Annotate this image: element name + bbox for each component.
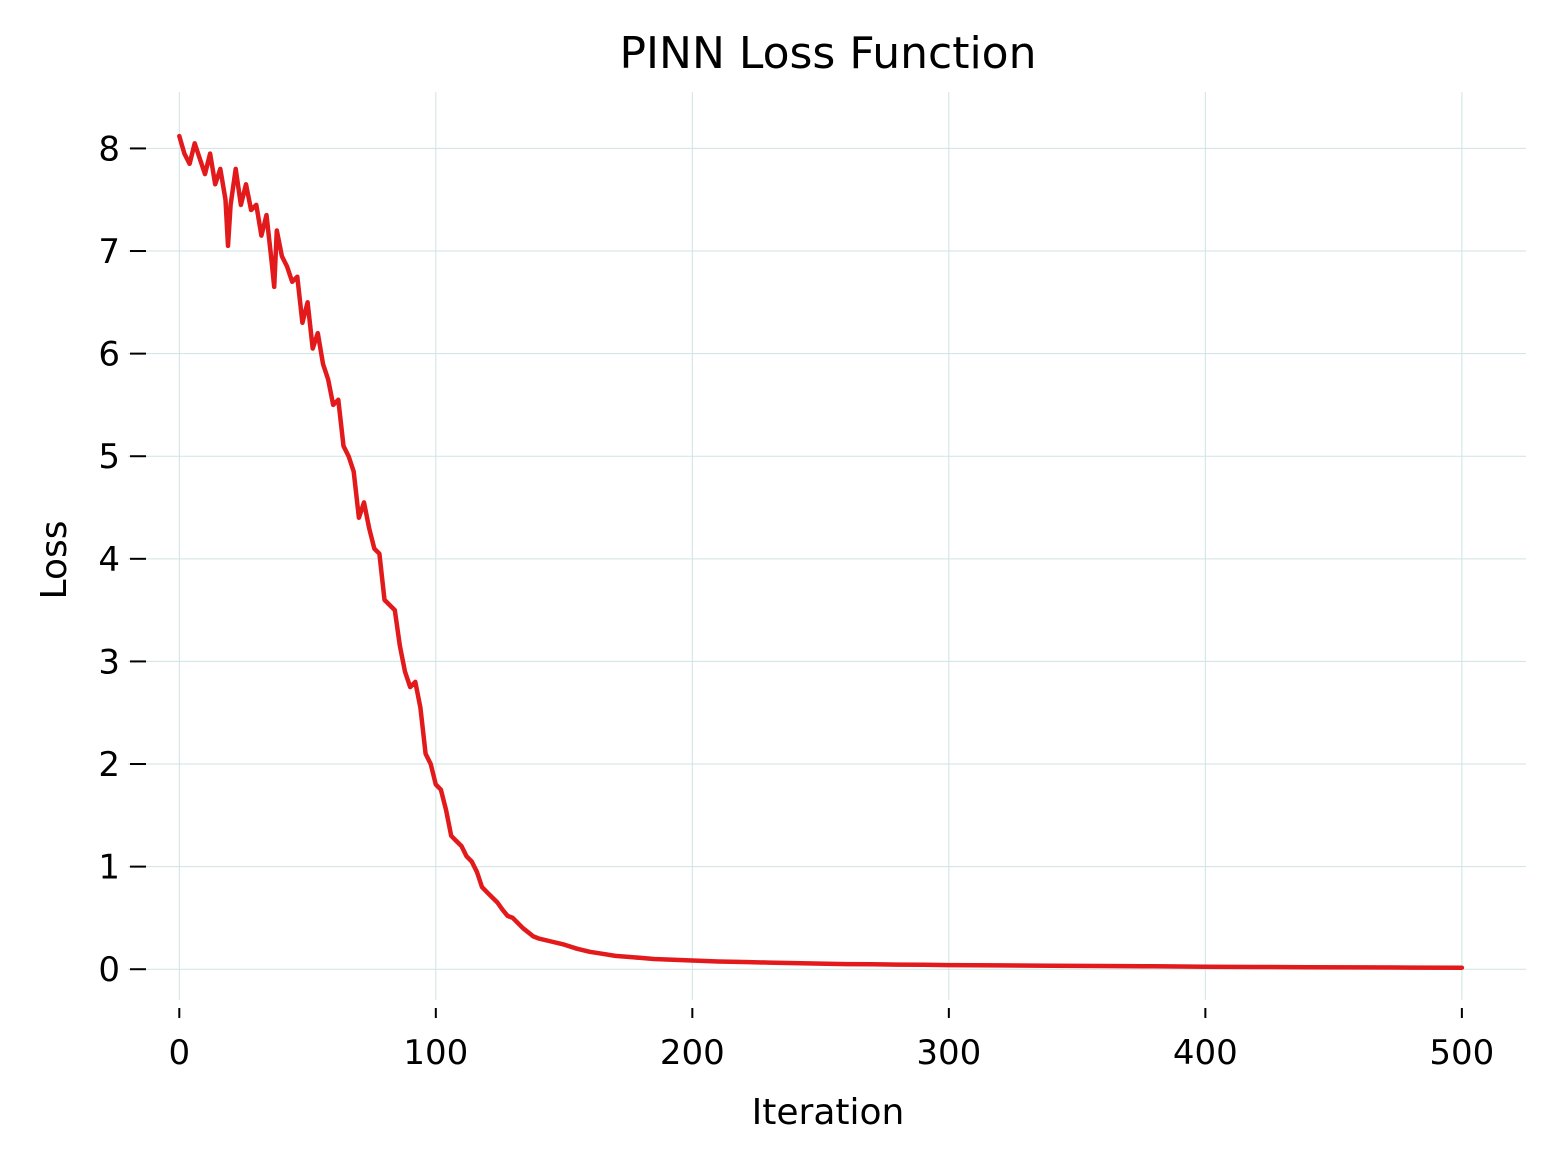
x-tick-label: 300 bbox=[916, 1033, 981, 1073]
plot-area bbox=[177, 133, 1465, 970]
x-tick-label: 200 bbox=[660, 1033, 725, 1073]
grid bbox=[128, 92, 1526, 1000]
loss-series-line bbox=[177, 133, 1465, 970]
y-axis: 0 1 2 3 4 5 6 7 8 bbox=[98, 129, 146, 990]
y-tick-label: 3 bbox=[98, 642, 120, 682]
y-tick-label: 7 bbox=[98, 232, 120, 272]
y-tick-label: 6 bbox=[98, 335, 120, 375]
x-axis-label: Iteration bbox=[752, 1092, 905, 1133]
y-tick-label: 1 bbox=[98, 848, 120, 888]
x-tick-label: 100 bbox=[403, 1033, 468, 1073]
y-tick-label: 5 bbox=[98, 437, 120, 477]
x-tick-label: 0 bbox=[168, 1033, 190, 1073]
chart-title: PINN Loss Function bbox=[620, 28, 1037, 79]
y-axis-label: Loss bbox=[34, 521, 75, 600]
y-tick-label: 0 bbox=[98, 950, 120, 990]
x-tick-label: 500 bbox=[1429, 1033, 1494, 1073]
y-tick-label: 4 bbox=[98, 540, 120, 580]
x-axis: 0 100 200 300 400 500 bbox=[168, 1008, 1494, 1073]
y-tick-label: 8 bbox=[98, 129, 120, 169]
y-tick-label: 2 bbox=[98, 745, 120, 785]
x-tick-label: 400 bbox=[1173, 1033, 1238, 1073]
